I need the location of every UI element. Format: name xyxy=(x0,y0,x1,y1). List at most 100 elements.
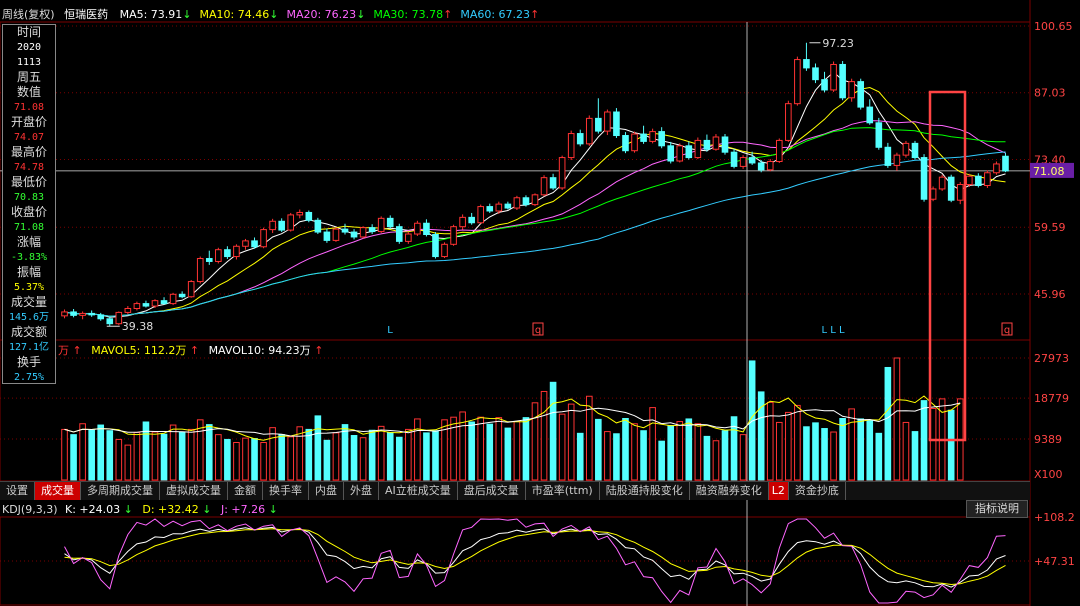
candle-body xyxy=(423,222,430,236)
volume-bar xyxy=(902,421,910,481)
volume-bar xyxy=(233,441,240,481)
tab-2[interactable]: 多周期成交量 xyxy=(81,482,160,500)
candle-body xyxy=(975,175,982,187)
tab-3[interactable]: 虚拟成交量 xyxy=(160,482,228,500)
mavol5-arrow: ↑ xyxy=(189,344,200,357)
candle-body xyxy=(604,111,611,132)
candle-body xyxy=(631,133,638,152)
candle-body xyxy=(151,300,159,307)
candle-body xyxy=(513,197,521,209)
info-value-7: 71.08 xyxy=(13,222,45,233)
candle-body xyxy=(178,293,186,298)
tab-7[interactable]: 外盘 xyxy=(344,482,379,500)
candle-body xyxy=(504,203,512,209)
volume-bar xyxy=(794,404,801,481)
candle-body xyxy=(486,206,494,212)
volume-bar xyxy=(640,430,647,481)
kdj-j-arrow: ↓ xyxy=(268,503,278,516)
candle-body xyxy=(694,139,702,159)
candle-body xyxy=(766,160,774,171)
volume-bar xyxy=(540,390,548,481)
volume-bar xyxy=(332,432,340,481)
volume-bar xyxy=(350,435,358,481)
tab-11[interactable]: 陆股通持股变化 xyxy=(600,482,690,500)
volume-bar xyxy=(685,418,693,481)
volume-bar xyxy=(893,357,901,481)
marker-L: L xyxy=(387,325,393,336)
volume-bar xyxy=(441,419,448,481)
volume-bar xyxy=(585,395,593,481)
candle-body xyxy=(640,133,647,142)
volume-bar xyxy=(142,421,150,481)
kdj-k-arrow: ↓ xyxy=(123,503,133,516)
tab-10[interactable]: 市盈率(ttm) xyxy=(526,482,600,500)
candle-body xyxy=(196,258,204,283)
tab-8[interactable]: AI立桩成交量 xyxy=(379,482,458,500)
kdj-d-line xyxy=(64,528,1006,586)
volume-bar xyxy=(305,428,313,481)
volume-bar xyxy=(215,434,222,481)
candle-body xyxy=(685,145,693,159)
volume-bar xyxy=(558,413,566,481)
candle-body xyxy=(97,314,105,320)
volume-bar xyxy=(721,430,729,481)
tab-1[interactable]: 成交量 xyxy=(35,482,81,500)
price-pane-frame xyxy=(0,21,1031,341)
candle-body xyxy=(775,139,783,162)
candle-body xyxy=(884,146,892,166)
volume-bar xyxy=(323,439,331,481)
candle-body xyxy=(821,79,828,91)
tab-9[interactable]: 盘后成交量 xyxy=(458,482,526,500)
candle-body xyxy=(522,197,530,206)
volume-bar xyxy=(929,407,937,481)
current-price-tag xyxy=(1030,162,1074,178)
ma-arrow-2: ↓ xyxy=(356,8,366,21)
ma-label-2: MA20: 76.23 xyxy=(286,8,357,21)
candle-body xyxy=(495,203,503,212)
volume-bar xyxy=(766,401,774,481)
mavol10-label: MAVOL10: 94.23万 xyxy=(208,344,311,357)
candle-body xyxy=(911,142,919,159)
volume-bar xyxy=(631,423,638,481)
candle-body xyxy=(893,154,901,166)
tab-12[interactable]: 融资融券变化 xyxy=(690,482,769,500)
ma-arrow-0: ↓ xyxy=(182,8,192,21)
volume-bar xyxy=(224,438,231,481)
volume-bar xyxy=(169,424,177,481)
volume-bar xyxy=(242,437,249,481)
indicator-explain-button[interactable]: 指标说明 xyxy=(966,500,1028,518)
volume-bar xyxy=(857,418,865,481)
candle-body xyxy=(160,300,168,305)
candle-body xyxy=(549,177,557,189)
volume-bar xyxy=(278,434,285,481)
volume-bar xyxy=(359,437,367,481)
period-label: 周线(复权) xyxy=(2,8,55,21)
candle-body xyxy=(215,249,222,262)
volume-bar xyxy=(79,423,86,481)
candle-body xyxy=(377,217,385,233)
high-annotation: 97.23 xyxy=(822,37,854,50)
tab-4[interactable]: 金额 xyxy=(228,482,263,500)
volume-bar xyxy=(341,424,349,481)
candle-body xyxy=(875,122,883,148)
candle-body xyxy=(61,311,68,317)
candle-body xyxy=(332,228,340,241)
candle-body xyxy=(839,63,846,99)
volume-bar xyxy=(803,426,810,481)
mavol10-arrow: ↑ xyxy=(314,344,324,357)
volume-bar xyxy=(920,400,928,481)
volume-unit: 万 xyxy=(58,344,69,357)
volume-bar xyxy=(423,432,430,481)
candle-body xyxy=(450,226,457,245)
tab-5[interactable]: 换手率 xyxy=(263,482,309,500)
candle-body xyxy=(79,312,86,316)
volume-bar xyxy=(495,417,503,481)
ma60-line xyxy=(64,151,1006,317)
tab-0[interactable]: 设置 xyxy=(0,482,35,500)
tab-13[interactable]: 资金抄底 xyxy=(789,482,846,500)
tab-6[interactable]: 内盘 xyxy=(309,482,344,500)
ma-arrow-3: ↑ xyxy=(443,8,453,21)
candle-body xyxy=(667,145,675,162)
candle-body xyxy=(251,240,258,248)
